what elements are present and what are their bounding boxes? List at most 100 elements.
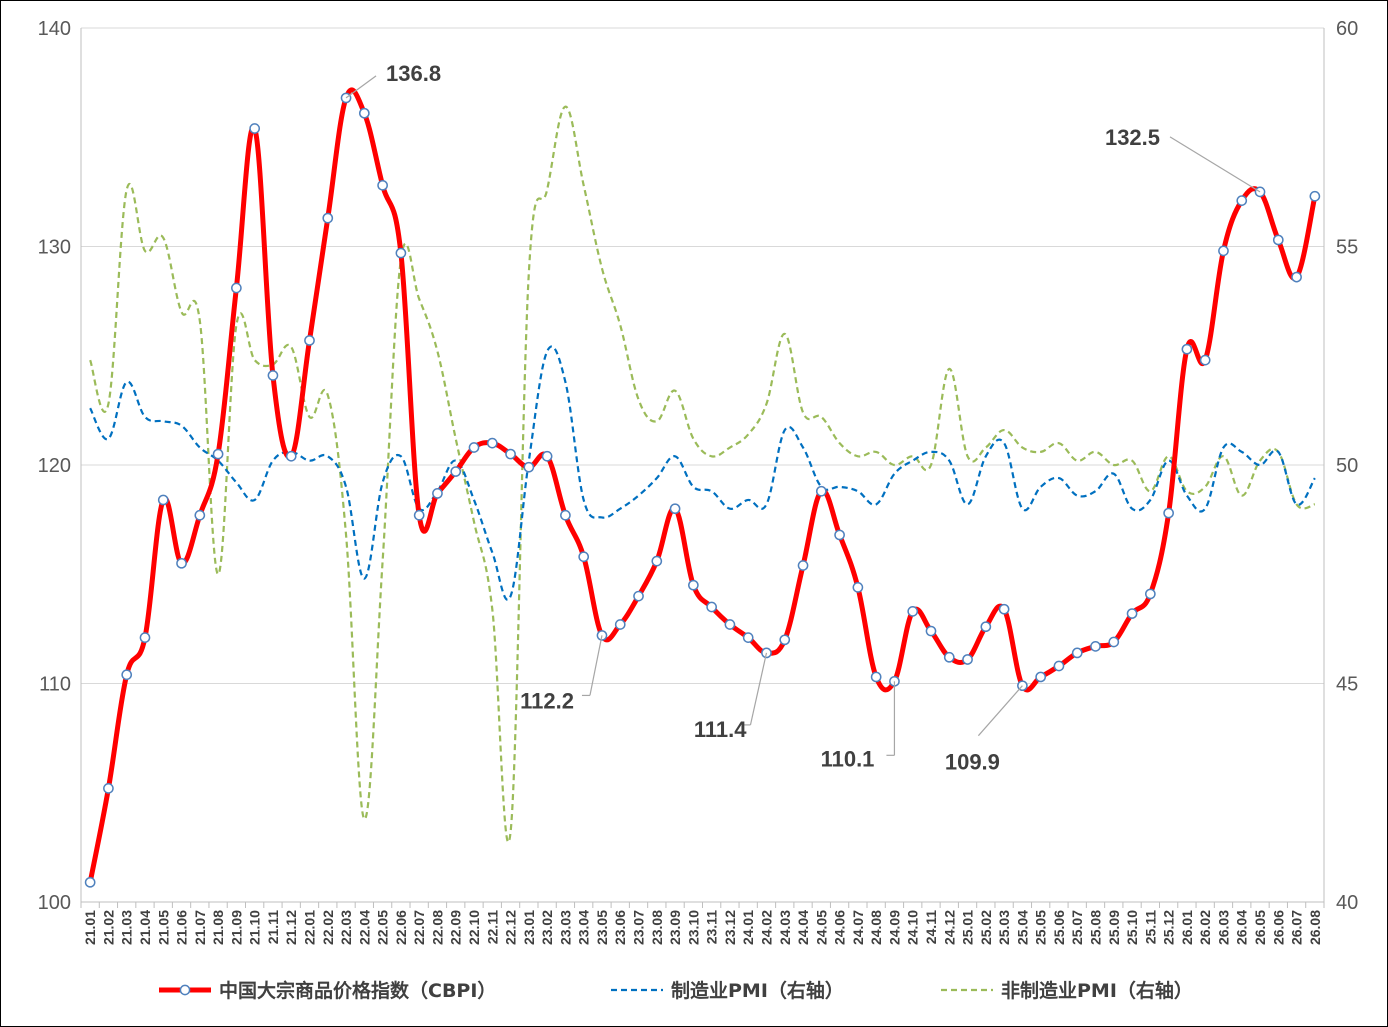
data-point <box>1126 608 1138 619</box>
data-point <box>468 442 480 453</box>
x-tick-label: 23.12 <box>722 910 738 945</box>
data-point <box>578 551 590 563</box>
y-right-tick-label: 55 <box>1336 237 1358 259</box>
x-tick-label: 24.02 <box>758 910 774 945</box>
x-tick-label: 23.10 <box>685 910 701 945</box>
y-right-tick-label: 50 <box>1336 455 1358 477</box>
x-tick-label: 23.05 <box>594 910 610 945</box>
axes: 100 110 120 130 140 40 45 50 55 60 21.01 21.02 21.03… <box>38 18 1359 945</box>
x-tick-label: 24.10 <box>905 910 921 945</box>
data-point <box>1090 641 1101 652</box>
data-point <box>1181 343 1193 355</box>
x-tick-label: 23.01 <box>521 910 537 945</box>
legend-item: 中国大宗商品价格指数（CBPI） <box>159 979 496 1002</box>
x-tick-label: 22.06 <box>393 910 409 945</box>
series-manufacturing-pmi <box>89 345 1316 601</box>
data-point <box>267 370 279 381</box>
annotation-label: 132.5 <box>1105 125 1160 150</box>
x-tick-label: 21.09 <box>228 910 244 945</box>
x-tick-label: 23.02 <box>539 910 555 945</box>
x-tick-label: 25.04 <box>1014 910 1030 945</box>
data-point <box>249 123 261 134</box>
y-right-tick-label: 40 <box>1336 892 1358 914</box>
x-tick-label: 25.02 <box>978 910 994 945</box>
data-point <box>1053 660 1065 672</box>
data-point <box>176 557 187 569</box>
x-tick-label: 23.11 <box>704 910 720 944</box>
x-tick-label: 22.05 <box>375 910 391 945</box>
data-point <box>1291 271 1302 283</box>
x-tick-label: 24.05 <box>813 910 829 945</box>
x-tick-label: 25.06 <box>1051 910 1067 945</box>
x-tick-label: 22.03 <box>338 910 354 945</box>
data-point <box>779 634 791 646</box>
x-tick-label: 23.03 <box>557 910 573 945</box>
series-group <box>84 87 1321 888</box>
data-point <box>852 582 864 593</box>
x-tick-label: 22.08 <box>429 910 445 945</box>
x-tick-label: 23.04 <box>576 910 592 945</box>
data-point <box>1309 190 1321 202</box>
data-point <box>1199 354 1211 366</box>
data-point <box>1218 245 1229 257</box>
data-point <box>1163 507 1174 519</box>
x-tick-label: 24.11 <box>923 910 939 944</box>
x-tick-label: 23.06 <box>612 910 628 945</box>
x-tick-label: 21.08 <box>210 910 226 945</box>
data-point <box>1108 636 1120 648</box>
series-cbpi <box>84 87 1321 888</box>
annotations: 136.8 112.2 111.4 110.1 109.9 132.5 <box>345 61 1261 775</box>
data-point <box>121 669 133 681</box>
data-point <box>943 651 955 663</box>
x-tick-label: 26.06 <box>1270 910 1286 945</box>
data-point <box>157 494 169 506</box>
annotation-label: 136.8 <box>386 61 441 86</box>
annotation-leader-line <box>977 685 1023 737</box>
y-right-tick-label: 60 <box>1336 18 1358 40</box>
x-tick-label: 21.01 <box>82 910 98 945</box>
x-tick-label: 21.06 <box>174 910 190 945</box>
x-tick-label: 21.02 <box>100 910 116 945</box>
annotation-label: 110.1 <box>821 746 875 771</box>
data-point <box>358 107 370 119</box>
data-point <box>688 579 699 591</box>
annotation-leader-line <box>589 635 603 696</box>
legend-label: 制造业PMI（右轴） <box>671 979 844 1002</box>
data-point <box>633 590 644 602</box>
data-point <box>304 335 315 346</box>
x-tick-label: 25.05 <box>1033 910 1049 945</box>
x-tick-label: 21.03 <box>119 910 135 945</box>
x-tick-label: 24.09 <box>886 910 902 945</box>
x-tick-label: 25.10 <box>1124 910 1140 945</box>
x-tick-label: 22.01 <box>301 910 317 945</box>
legend-marker <box>179 984 191 996</box>
annotation-label: 112.2 <box>520 688 574 713</box>
data-point <box>560 509 571 521</box>
series-line <box>87 87 1318 883</box>
data-point <box>285 450 297 462</box>
data-point <box>139 632 151 643</box>
x-tick-label: 21.10 <box>247 910 263 945</box>
x-tick-label: 25.09 <box>1106 910 1122 945</box>
x-tick-label: 26.03 <box>1215 910 1231 945</box>
x-tick-label: 21.05 <box>155 910 171 945</box>
x-tick-label: 22.11 <box>484 910 500 944</box>
data-point <box>103 783 114 794</box>
data-point <box>212 448 224 460</box>
data-point <box>925 625 937 637</box>
y-left-tick-label: 140 <box>38 18 71 40</box>
data-point <box>377 179 388 191</box>
annotation-leader-line <box>1169 136 1261 193</box>
x-tick-label: 22.02 <box>320 910 336 945</box>
data-point <box>797 560 809 571</box>
x-tick-label: 25.03 <box>996 910 1012 945</box>
annotation-label: 109.9 <box>945 750 1000 775</box>
annotation-label: 111.4 <box>694 717 747 742</box>
x-tick-label: 25.07 <box>1069 910 1085 945</box>
data-point <box>1272 234 1284 246</box>
data-point <box>1071 647 1083 659</box>
annotation-leader-line <box>345 75 377 99</box>
data-point <box>322 212 334 224</box>
x-tick-label: 23.09 <box>667 910 683 945</box>
